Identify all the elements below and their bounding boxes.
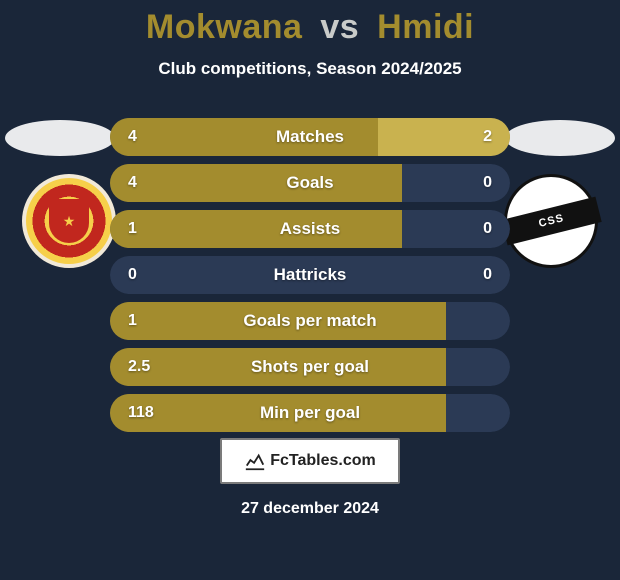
stat-label: Shots per goal	[110, 348, 510, 386]
vs-text: vs	[320, 8, 359, 46]
team2-crest: CSS	[504, 174, 598, 268]
stat-value-right: 2	[483, 118, 492, 156]
stat-label: Hattricks	[110, 256, 510, 294]
stat-value-left: 1	[128, 210, 137, 248]
date-label: 27 december 2024	[0, 500, 620, 518]
player1-name: Mokwana	[146, 8, 303, 46]
source-logo: FcTables.com	[220, 438, 400, 484]
stat-label: Min per goal	[110, 394, 510, 432]
stat-label: Goals	[110, 164, 510, 202]
player2-oval	[505, 120, 615, 156]
stat-value-left: 4	[128, 164, 137, 202]
team2-crest-band: CSS	[501, 197, 601, 246]
stat-row: Matches4 2	[110, 118, 510, 156]
stat-value-right: 0	[483, 210, 492, 248]
chart-icon	[244, 450, 266, 472]
stat-label: Assists	[110, 210, 510, 248]
stat-value-left: 1	[128, 302, 137, 340]
stat-row: Shots per goal2.5	[110, 348, 510, 386]
stat-rows: Matches42Goals40Assists10Hattricks00Goal…	[110, 118, 510, 440]
stat-row: Hattricks0 0	[110, 256, 510, 294]
logo-text: FcTables.com	[270, 452, 376, 470]
player1-oval	[5, 120, 115, 156]
stat-row: Assists1 0	[110, 210, 510, 248]
stat-row: Min per goal118	[110, 394, 510, 432]
player2-name: Hmidi	[377, 8, 474, 46]
stat-value-left: 118	[128, 394, 154, 432]
stat-value-left: 0	[128, 256, 137, 294]
stat-value-left: 4	[128, 118, 137, 156]
stat-value-right: 0	[483, 256, 492, 294]
stat-value-left: 2.5	[128, 348, 150, 386]
stat-row: Goals4 0	[110, 164, 510, 202]
subtitle: Club competitions, Season 2024/2025	[0, 59, 620, 79]
stat-row: Goals per match1	[110, 302, 510, 340]
stat-label: Matches	[110, 118, 510, 156]
star-icon: ★	[63, 213, 76, 230]
stat-label: Goals per match	[110, 302, 510, 340]
stat-value-right: 0	[483, 164, 492, 202]
comparison-title: Mokwana vs Hmidi	[0, 0, 620, 47]
team1-crest-inner: ★	[49, 199, 89, 243]
team1-crest: ★	[22, 174, 116, 268]
